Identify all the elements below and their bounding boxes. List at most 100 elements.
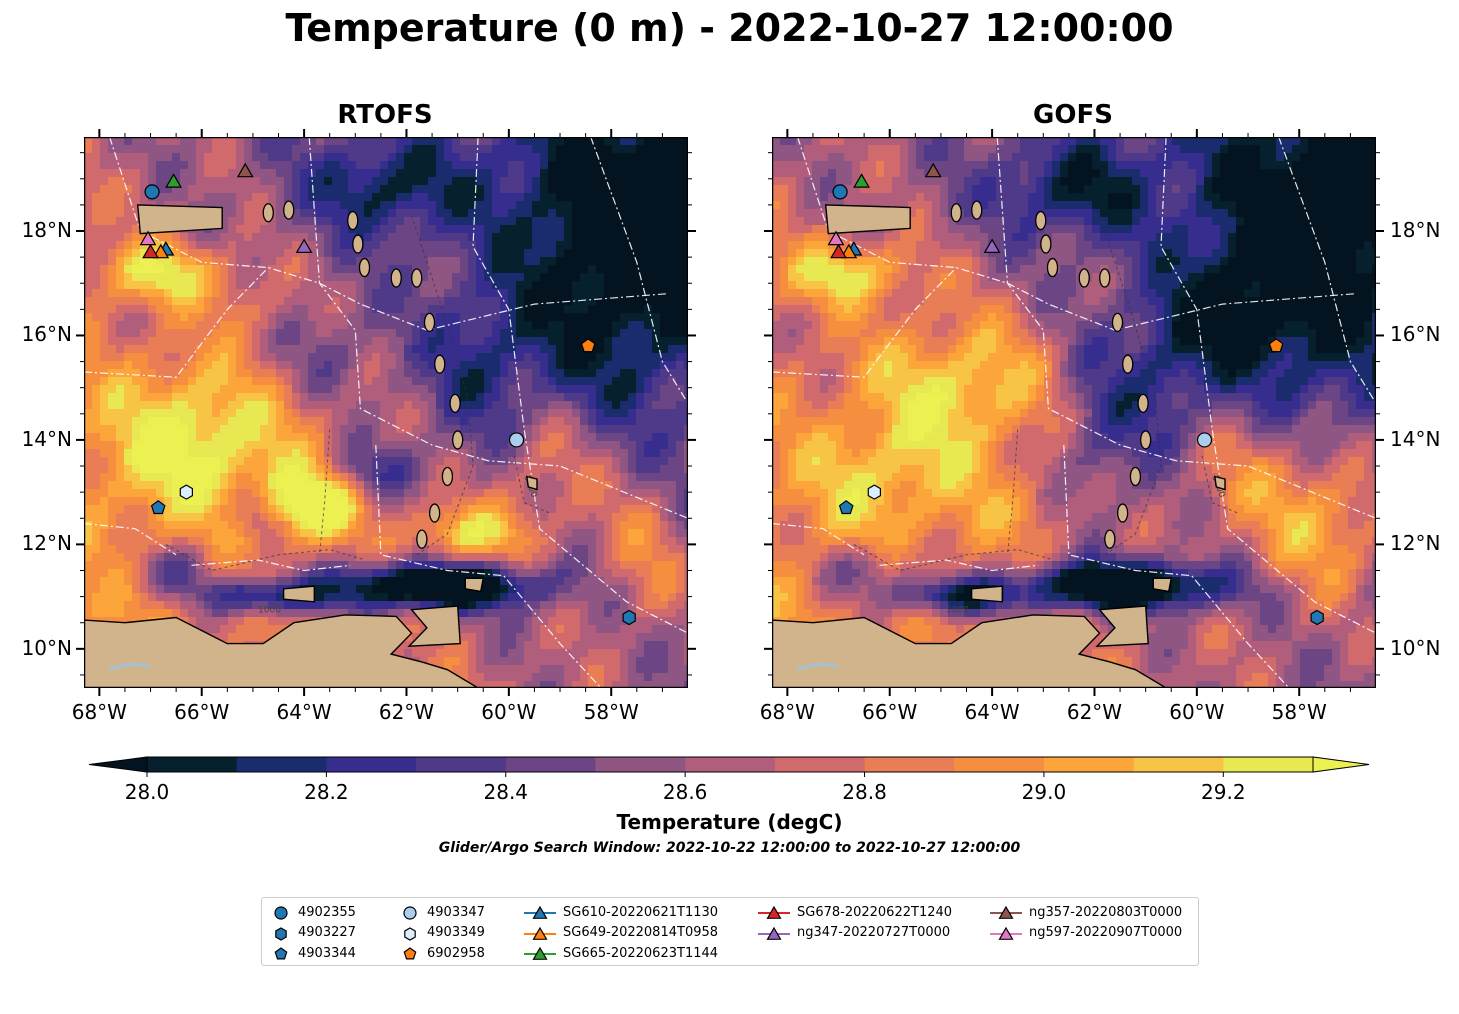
gofs-lon-tick-label: 68°W xyxy=(759,700,815,724)
rtofs-lon-tick-label: 68°W xyxy=(71,700,127,724)
gofs-island-11 xyxy=(1104,529,1116,549)
legend-label: 4903347 xyxy=(427,904,485,920)
colorbar-bin xyxy=(1223,757,1314,772)
colorbar-tick-label: 29.0 xyxy=(1021,780,1067,804)
rtofs-bathymetry-contours xyxy=(165,215,550,572)
gofs-island-0 xyxy=(1035,210,1047,231)
legend-label: SG665-20220623T1144 xyxy=(563,945,719,961)
rtofs-land-puertorico xyxy=(136,204,223,235)
colorbar-bin xyxy=(326,757,417,772)
gofs-marker-SG678-20220622T1240 xyxy=(830,243,847,259)
colorbar-over-arrow xyxy=(1312,756,1370,773)
colorbar-tick-label: 28.4 xyxy=(483,780,529,804)
gofs-island-8 xyxy=(1140,430,1152,450)
gofs-marker-4903227 xyxy=(1310,609,1324,626)
rtofs-marker-4903344 xyxy=(150,500,166,515)
rtofs-island-10 xyxy=(428,503,441,523)
rtofs-marker-ng357-20220803T0000 xyxy=(236,162,254,178)
gofs-bathymetry-contours xyxy=(853,215,1238,572)
colorbar-tick-label: 28.0 xyxy=(124,780,170,804)
legend-item-glider: SG678-20220622T1240 xyxy=(757,902,952,922)
legend-item-argo: 6902958 xyxy=(399,943,485,963)
rtofs-land-trinidad xyxy=(407,605,461,647)
gofs-eez-boundaries xyxy=(772,137,1376,688)
rtofs-island-12 xyxy=(283,200,295,220)
colorbar-bin xyxy=(774,757,866,772)
colorbar-bin xyxy=(685,757,776,772)
legend-marker xyxy=(403,947,417,960)
gofs-marker-ng347-20220727T0000 xyxy=(983,238,1001,254)
gofs-lat-tick-label: 16°N xyxy=(1390,322,1441,347)
rtofs-land-barbados xyxy=(525,475,538,491)
gofs-marker-SG649-20220814T0958 xyxy=(840,243,858,259)
gofs-lat-tick-label: 12°N xyxy=(1390,531,1441,556)
colorbar-under-arrow xyxy=(88,756,148,773)
gofs-river xyxy=(796,662,838,672)
legend-label: 4903227 xyxy=(298,925,356,940)
rtofs-island-0 xyxy=(347,210,359,231)
colorbar-bin xyxy=(505,757,597,772)
rtofs-contour-label-1000: 1000 xyxy=(258,605,281,615)
gofs-lat-tick-label: 10°N xyxy=(1390,635,1441,660)
gofs-marker-ng357-20220803T0000 xyxy=(924,162,942,178)
gofs-land-trinidad xyxy=(1095,605,1149,647)
gofs-lon-tick-label: 64°W xyxy=(964,700,1020,724)
colorbar-tick-label: 28.2 xyxy=(304,780,349,804)
legend-item-argo: 4903347 xyxy=(399,902,485,922)
rtofs-marker-4903227 xyxy=(622,609,636,626)
gofs-frame xyxy=(772,137,1376,688)
gofs-land-puertorico xyxy=(824,204,911,235)
rtofs-river xyxy=(108,662,150,672)
legend-marker xyxy=(275,926,287,941)
rtofs-lat-tick-label: 10°N xyxy=(21,635,72,660)
map-panel-gofs: 10003000 xyxy=(772,137,1376,688)
legend-label: SG649-20220814T0958 xyxy=(563,925,719,940)
legend-item-glider: SG610-20220621T1130 xyxy=(523,902,718,922)
legend-marker xyxy=(990,926,1022,940)
legend-label: 4903344 xyxy=(298,945,356,961)
map-panel-rtofs: 10003000 xyxy=(84,137,688,688)
legend-label: ng357-20220803T0000 xyxy=(1029,904,1183,920)
rtofs-land-venezuela xyxy=(84,614,480,688)
rtofs-island-7 xyxy=(449,393,461,414)
gofs-island-2 xyxy=(1046,257,1059,278)
gofs-island-10 xyxy=(1116,503,1129,523)
rtofs-island-3 xyxy=(390,268,402,288)
gofs-land-barbados xyxy=(1213,475,1226,491)
rtofs-island-4 xyxy=(411,268,423,288)
legend-marker xyxy=(758,905,790,919)
colorbar-bin xyxy=(1133,757,1224,772)
legend-label: ng597-20220907T0000 xyxy=(1029,925,1183,940)
gofs-island-6 xyxy=(1122,354,1134,374)
legend-marker xyxy=(274,906,288,920)
rtofs-marker-SG678-20220622T1240 xyxy=(142,243,159,259)
rtofs-land-tobago xyxy=(464,577,485,593)
gofs-island-13 xyxy=(950,203,962,223)
rtofs-marker-ng347-20220727T0000 xyxy=(295,238,313,254)
rtofs-island-11 xyxy=(416,529,428,549)
search-window-note: Glider/Argo Search Window: 2022-10-22 12… xyxy=(438,840,1021,856)
gofs-marker-4903344 xyxy=(838,500,854,515)
rtofs-lon-tick-label: 60°W xyxy=(481,700,537,724)
gofs-contour-label-1000: 1000 xyxy=(946,605,969,615)
rtofs-temperature-field xyxy=(84,137,688,688)
legend-marker xyxy=(404,926,416,941)
rtofs-island-13 xyxy=(262,203,274,223)
gofs-marker-4902355 xyxy=(832,184,848,200)
rtofs-marker-4902355 xyxy=(144,184,160,200)
legend-marker xyxy=(403,906,417,920)
rtofs-marker-4903347 xyxy=(508,432,525,448)
rtofs-lat-tick-label: 12°N xyxy=(21,531,72,556)
colorbar-bin xyxy=(416,757,507,772)
rtofs-lon-tick-label: 62°W xyxy=(378,700,435,724)
legend-item-glider: SG665-20220623T1144 xyxy=(523,943,718,963)
gofs-land-tobago xyxy=(1152,577,1173,593)
rtofs-marker-4903349 xyxy=(179,484,194,500)
legend-item-argo: 4903227 xyxy=(270,923,356,943)
rtofs-lon-tick-label: 66°W xyxy=(174,700,230,724)
rtofs-land-margarita xyxy=(282,585,316,603)
legend-marker xyxy=(524,905,556,919)
legend-item-argo: 4903349 xyxy=(399,923,485,943)
rtofs-marker-SG665-20220623T1144 xyxy=(165,173,182,188)
rtofs-frame xyxy=(84,137,688,688)
